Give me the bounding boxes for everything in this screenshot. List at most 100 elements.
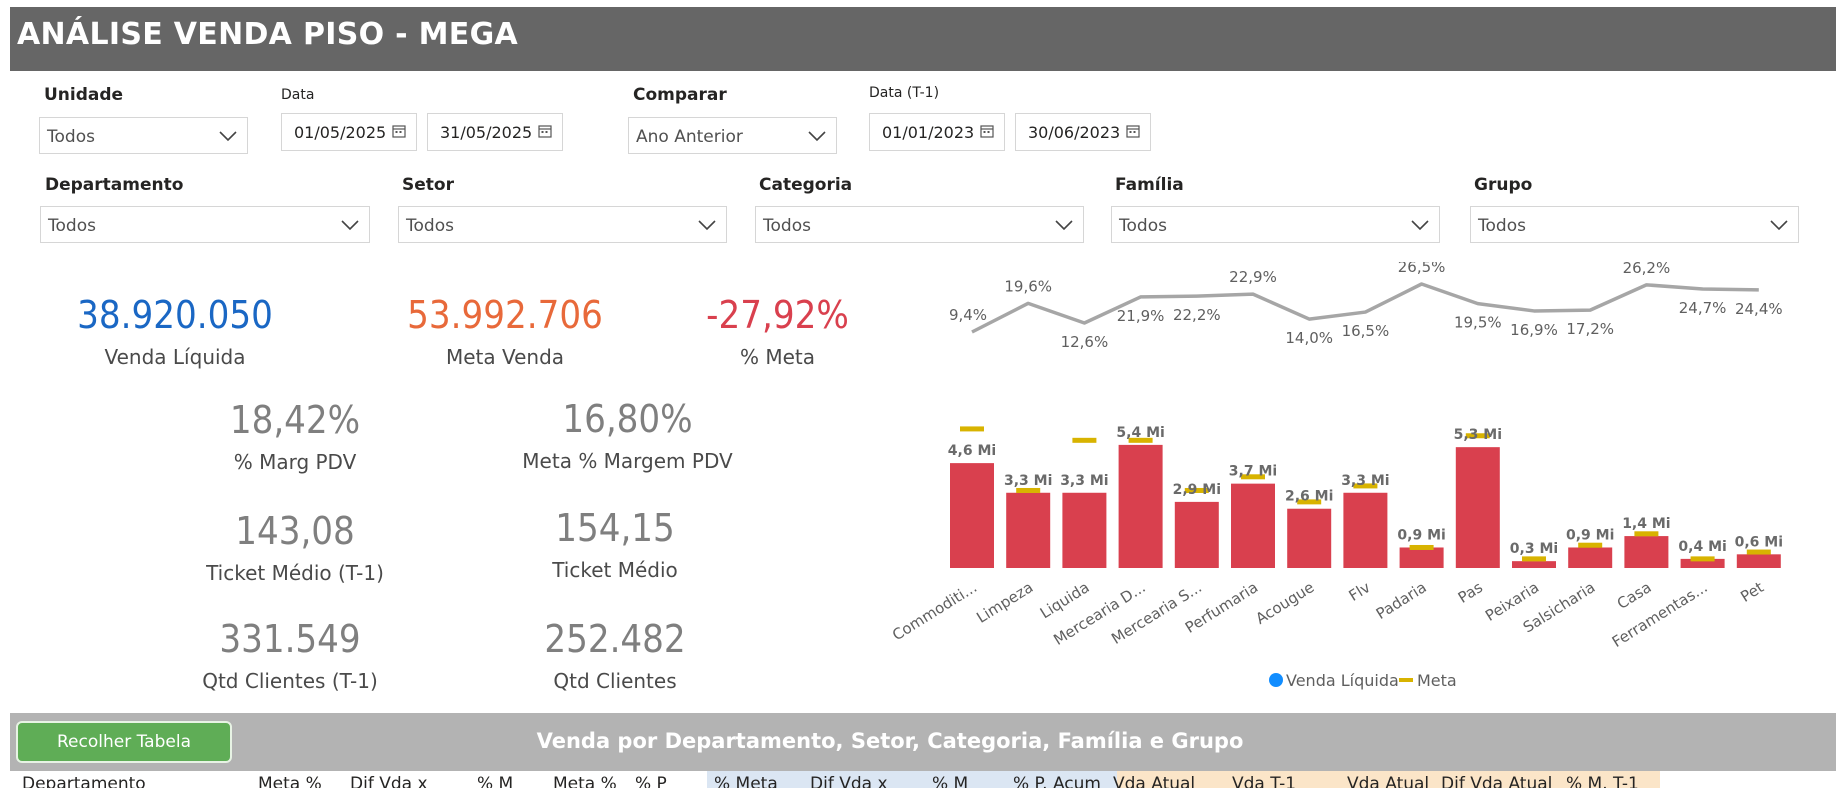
column-header[interactable]: % Meta bbox=[714, 774, 778, 788]
column-header[interactable]: Vda Atual bbox=[1347, 774, 1430, 788]
column-header[interactable]: % P bbox=[635, 774, 667, 788]
column-header[interactable]: Vda T-1 bbox=[1232, 774, 1297, 788]
bar bbox=[1006, 492, 1051, 568]
calendar-icon bbox=[392, 125, 406, 138]
kpi-ticket-medio: 154,15 Ticket Médio bbox=[485, 506, 745, 582]
collapse-table-button[interactable]: Recolher Tabela bbox=[16, 721, 232, 763]
kpi-meta-venda: 53.992.706 Meta Venda bbox=[370, 293, 640, 369]
familia-value: Todos bbox=[1119, 216, 1167, 236]
x-tick-label: Casa bbox=[1614, 578, 1655, 613]
margin-line-label: 22,9% bbox=[1229, 268, 1277, 286]
departamento-value: Todos bbox=[48, 216, 96, 236]
chevron-down-icon bbox=[1770, 220, 1788, 231]
meta-marker bbox=[1184, 487, 1209, 493]
familia-dropdown[interactable]: Todos bbox=[1111, 206, 1440, 243]
bar-data-label: 5,4 Mi bbox=[1116, 425, 1164, 441]
bar bbox=[1455, 447, 1500, 568]
meta-marker bbox=[1465, 433, 1490, 439]
column-header[interactable]: Vda Atual bbox=[1113, 774, 1196, 788]
data-start-field[interactable]: 01/05/2025 bbox=[281, 113, 417, 151]
meta-marker bbox=[1016, 487, 1041, 493]
margin-line-label: 26,5% bbox=[1398, 262, 1446, 276]
data-t1-end-field[interactable]: 30/06/2023 bbox=[1015, 113, 1151, 151]
data-t1-start-field[interactable]: 01/01/2023 bbox=[869, 113, 1005, 151]
bar-data-label: 0,9 Mi bbox=[1566, 527, 1614, 543]
setor-dropdown[interactable]: Todos bbox=[398, 206, 727, 243]
margin-line-label: 17,2% bbox=[1566, 320, 1614, 338]
meta-marker bbox=[1522, 556, 1546, 562]
margin-line-label: 9,4% bbox=[949, 306, 987, 324]
margin-line-label: 26,2% bbox=[1623, 262, 1671, 277]
kpi-ticket-medio-value: 154,15 bbox=[555, 506, 675, 550]
bar bbox=[1343, 492, 1388, 568]
kpi-venda-liquida: 38.920.050 Venda Líquida bbox=[40, 293, 310, 369]
column-header[interactable]: Dif Vda x bbox=[810, 774, 888, 788]
bar-data-label: 2,9 Mi bbox=[1173, 482, 1221, 498]
bar-data-label: 1,4 Mi bbox=[1622, 516, 1670, 532]
grupo-value: Todos bbox=[1478, 216, 1526, 236]
meta-marker bbox=[1409, 544, 1434, 550]
page-title: ANÁLISE VENDA PISO - MEGA bbox=[17, 17, 519, 52]
data-end-field[interactable]: 31/05/2025 bbox=[427, 113, 563, 151]
department-sales-chart: 9,4% 19,6% 12,6% 21,9% 22,2% 22,9% 14,0% 16,5% 2… bbox=[889, 262, 1783, 690]
table-column-headers: Departamento Meta % Dif Vda x % M Meta %… bbox=[10, 771, 1836, 788]
margin-line-label: 19,5% bbox=[1454, 314, 1502, 332]
categoria-dropdown[interactable]: Todos bbox=[755, 206, 1084, 243]
chevron-down-icon bbox=[341, 220, 359, 231]
grupo-dropdown[interactable]: Todos bbox=[1470, 206, 1799, 243]
legend-label-meta: Meta bbox=[1417, 671, 1457, 690]
bar bbox=[1736, 554, 1781, 568]
bar bbox=[950, 463, 994, 568]
column-header[interactable]: Meta % bbox=[553, 774, 617, 788]
bar bbox=[1118, 444, 1163, 568]
unidade-label: Unidade bbox=[44, 85, 124, 105]
bar bbox=[1174, 501, 1219, 568]
departamento-dropdown[interactable]: Todos bbox=[40, 206, 370, 243]
margin-line-label: 14,0% bbox=[1285, 329, 1333, 347]
familia-label: Família bbox=[1115, 175, 1184, 195]
meta-marker bbox=[1128, 437, 1153, 443]
column-header[interactable]: % P. Acum bbox=[1013, 774, 1101, 788]
margin-line-label: 16,9% bbox=[1510, 321, 1558, 339]
legend-label-venda-liquida: Venda Líquida bbox=[1286, 671, 1399, 690]
table-title: Venda por Departamento, Setor, Categoria… bbox=[536, 729, 1244, 753]
data-label: Data bbox=[281, 87, 315, 103]
data-t1-start-value: 01/01/2023 bbox=[882, 123, 975, 142]
kpi-ticket-medio-t1-label: Ticket Médio (T-1) bbox=[206, 561, 384, 585]
header-group-orange bbox=[1117, 771, 1660, 788]
column-header[interactable]: Departamento bbox=[22, 774, 146, 788]
kpi-meta-margem-pdv-label: Meta % Margem PDV bbox=[522, 449, 733, 473]
bar bbox=[1512, 561, 1556, 568]
kpi-meta-margem-pdv: 16,80% Meta % Margem PDV bbox=[495, 397, 760, 473]
column-header[interactable]: % M bbox=[932, 774, 969, 788]
kpi-qtd-clientes-label: Qtd Clientes bbox=[553, 669, 677, 693]
x-tick-label: Acougue bbox=[1252, 578, 1317, 628]
column-header[interactable]: % M bbox=[477, 774, 514, 788]
bar bbox=[1399, 547, 1444, 568]
margin-line-label: 22,2% bbox=[1173, 306, 1221, 324]
meta-marker bbox=[1241, 474, 1265, 480]
kpi-meta-margem-pdv-value: 16,80% bbox=[562, 397, 693, 441]
legend-dot-venda-liquida bbox=[1269, 673, 1283, 687]
kpi-ticket-medio-label: Ticket Médio bbox=[552, 558, 678, 582]
column-header[interactable]: Dif Vda x bbox=[350, 774, 428, 788]
bar-data-label: 2,6 Mi bbox=[1285, 489, 1333, 505]
meta-marker bbox=[1578, 542, 1603, 548]
column-header[interactable]: Dif Vda Atual bbox=[1441, 774, 1553, 788]
title-bar: ANÁLISE VENDA PISO - MEGA bbox=[10, 7, 1836, 71]
kpi-ticket-medio-t1-value: 143,08 bbox=[235, 509, 355, 553]
kpi-pct-meta: -27,92% % Meta bbox=[645, 293, 910, 369]
margin-line-label: 21,9% bbox=[1117, 307, 1165, 325]
column-header[interactable]: % M. T-1 bbox=[1566, 774, 1639, 788]
bar-data-label: 4,6 Mi bbox=[948, 443, 996, 459]
kpi-pct-meta-label: % Meta bbox=[739, 345, 816, 369]
unidade-dropdown[interactable]: Todos bbox=[39, 117, 248, 154]
column-header[interactable]: Meta % bbox=[258, 774, 322, 788]
kpi-qtd-clientes-value: 252.482 bbox=[544, 617, 686, 661]
data-start-value: 01/05/2025 bbox=[294, 123, 387, 142]
meta-marker bbox=[1746, 549, 1771, 555]
margin-line bbox=[971, 282, 1759, 334]
kpi-pct-meta-value: -27,92% bbox=[706, 293, 849, 337]
comparar-dropdown[interactable]: Ano Anterior bbox=[628, 117, 837, 154]
meta-marker bbox=[1690, 556, 1715, 562]
